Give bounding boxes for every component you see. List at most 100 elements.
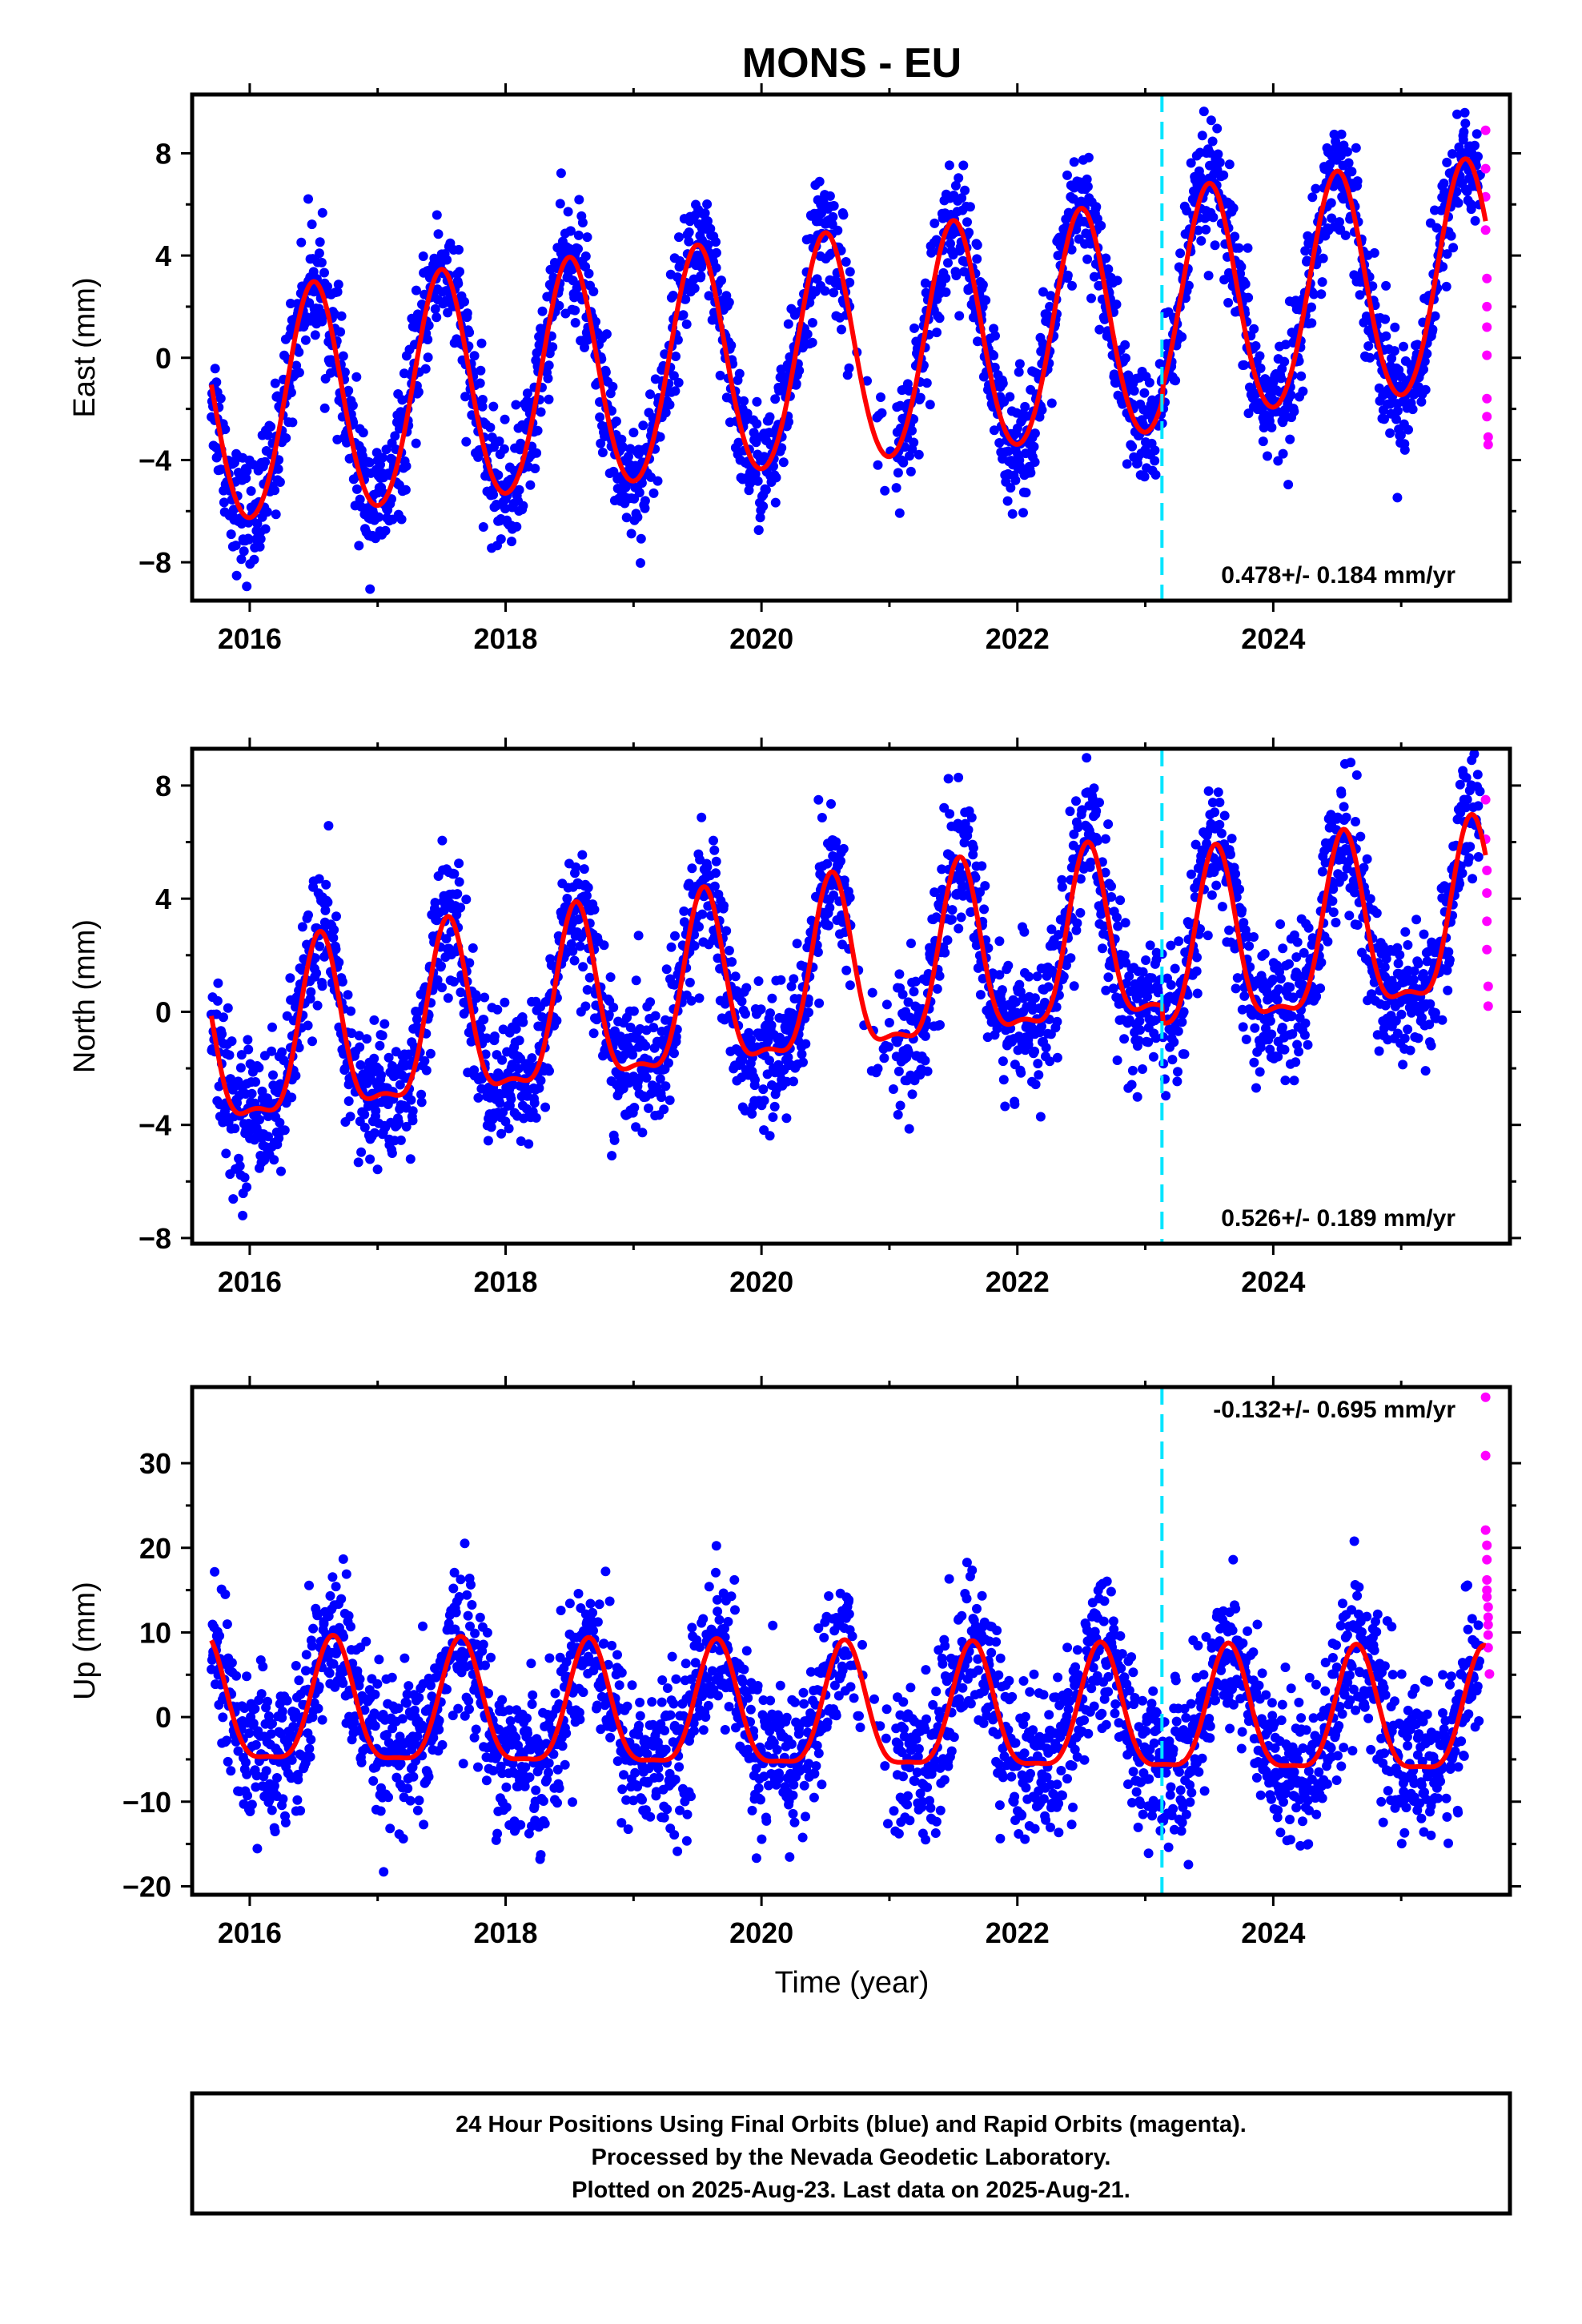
east-final-point [215,393,226,404]
east-final-point [1020,401,1030,412]
north-final-point [1403,1024,1413,1035]
east-final-point [1046,398,1057,408]
east-final-point [507,537,516,547]
north-final-point [932,983,942,994]
east-final-point [231,570,242,581]
north-final-point [297,922,307,932]
east-final-point [260,456,271,467]
east-final-point [1442,249,1452,259]
north-final-point [661,1081,671,1092]
east-final-point [1381,331,1391,341]
east-final-point [724,297,734,308]
north-final-point [838,843,849,854]
east-final-point [1420,384,1431,395]
north-final-point [255,1115,265,1125]
east-final-point [476,365,486,376]
east-final-point [783,319,793,329]
east-final-point [648,488,659,498]
north-final-point [711,856,721,866]
north-final-point [765,1131,775,1141]
east-final-point [1318,253,1328,263]
east-final-point [1228,203,1239,213]
east-final-point [580,251,591,261]
north-final-point [432,915,442,926]
north-final-point [254,1063,264,1073]
north-final-point [416,1097,427,1108]
east-final-point [946,239,955,249]
north-final-point [1303,1039,1313,1050]
east-final-point [271,509,281,520]
north-final-point [406,1095,416,1105]
north-final-point [267,1022,277,1032]
north-final-point [456,903,466,913]
north-final-point [1174,936,1184,947]
east-final-point [907,425,917,436]
east-final-point [1267,422,1277,432]
north-final-point [893,1110,903,1120]
north-final-point [1086,857,1096,867]
north-final-point [371,1106,381,1116]
east-final-point [262,507,272,517]
east-final-point [972,254,982,264]
north-final-point [979,904,990,915]
east-final-point [326,355,336,365]
north-final-point [1100,834,1110,844]
north-final-point [689,941,700,951]
north-final-point [994,936,1005,947]
east-final-point [577,218,588,227]
east-final-point [926,247,937,258]
north-final-point [888,1084,898,1094]
east-final-point [1412,340,1423,350]
east-final-point [1069,157,1079,167]
north-final-point [321,879,331,890]
north-final-point [303,1020,313,1031]
east-final-point [1416,396,1427,407]
north-final-point [287,1092,297,1103]
north-final-point [666,942,677,952]
north-final-point [1403,940,1413,950]
east-final-point [377,452,387,463]
east-final-point [989,324,999,334]
north-final-point [920,1055,930,1066]
east-final-point [628,428,639,438]
east-final-point [791,379,801,389]
east-final-point [316,257,327,267]
east-final-point [1236,262,1247,272]
north-final-point [814,998,825,1008]
north-final-point [1052,1052,1062,1063]
east-final-point [477,395,488,404]
north-final-point [437,835,448,846]
east-final-point [454,244,464,255]
north-final-point [1179,1049,1190,1059]
north-final-point [1093,835,1102,846]
north-final-point [305,994,315,1004]
east-final-point [876,392,885,402]
east-final-point [1006,483,1016,493]
north-final-point [1207,890,1217,900]
east-final-point [433,229,444,239]
east-final-point [273,464,283,474]
north-final-point [1285,982,1295,992]
north-final-point [697,909,708,919]
north-final-point [219,1012,228,1023]
north-final-point [578,962,588,972]
east-final-point [400,485,411,495]
north-final-point [1317,866,1327,877]
east-final-point [921,378,932,388]
east-final-point [941,273,951,283]
north-final-point [759,1096,769,1106]
north-final-point [1299,1030,1310,1040]
north-final-point [1191,966,1202,976]
north-final-point [1203,786,1214,796]
east-final-point [1307,302,1316,312]
east-final-point [544,394,554,404]
east-final-point [263,430,273,440]
north-final-point [583,883,593,893]
north-final-point [1145,940,1155,951]
east-final-point [511,400,521,410]
north-final-point [831,837,841,847]
east-final-point [1018,508,1028,518]
north-final-point [213,978,223,988]
north-final-point [1351,817,1360,826]
east-final-point [430,304,440,314]
